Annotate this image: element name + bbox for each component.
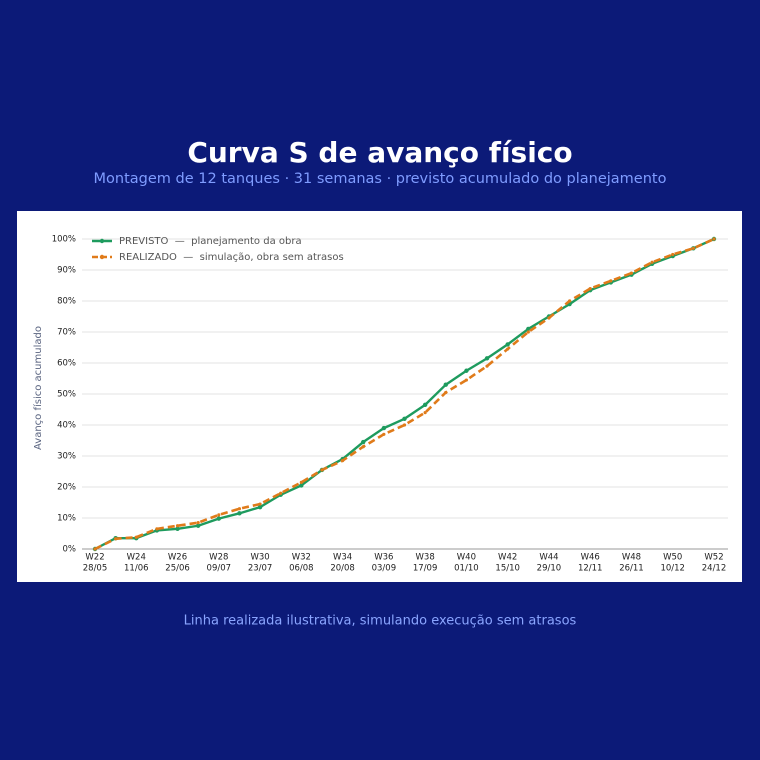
series-point [175,524,180,528]
series-point [195,523,201,528]
series-point [423,411,427,415]
x-tick-date: 29/10 [537,564,562,574]
series-point [279,491,283,495]
series-point [422,402,428,408]
series-point [712,237,716,241]
y-tick-label: 90% [57,266,76,276]
x-tick-date: 12/11 [578,564,603,574]
x-tick-date: 01/10 [454,564,479,574]
series-point [609,279,613,283]
x-tick-date: 23/07 [248,564,273,574]
x-tick-label: W22 [85,553,104,563]
series-point [547,316,551,320]
series-point [671,252,675,257]
x-tick-label: W50 [663,553,682,563]
x-tick-date: 15/10 [495,564,520,574]
series-point [588,287,592,291]
chart-subtitle: Montagem de 12 tanques · 31 semanas · pr… [94,171,667,187]
x-tick-label: W32 [292,553,311,563]
legend-marker [99,238,105,244]
series-point [237,511,242,516]
legend-marker [99,254,105,260]
y-tick-label: 50% [57,390,76,400]
y-tick-label: 80% [57,297,76,307]
legend-label: PREVISTO — planejamento da obra [119,236,302,247]
series-point [155,527,159,531]
series-point [299,480,303,484]
series-point [629,271,634,275]
x-tick-date: 09/07 [207,564,232,574]
series-point [650,260,654,264]
series-point [237,507,242,511]
chart-title: Curva S de avanço físico [187,136,572,169]
y-tick-label: 10% [57,514,76,524]
chart-panel [17,211,742,582]
series-point [361,445,365,449]
series-point [134,535,138,539]
x-tick-label: W38 [416,553,435,563]
series-point [341,459,345,463]
series-point [361,439,366,445]
x-tick-date: 03/09 [372,564,397,574]
x-tick-label: W26 [168,553,187,563]
series-point [320,468,324,472]
x-tick-date: 25/06 [165,564,190,574]
series-point [114,537,118,541]
x-tick-date: 28/05 [83,564,108,574]
x-tick-label: W44 [539,553,558,563]
series-point [464,368,469,373]
y-tick-label: 100% [52,235,76,245]
series-point [567,299,572,303]
x-tick-date: 24/12 [702,564,727,574]
series-point [464,378,468,382]
legend-label: REALIZADO — simulação, obra sem atrasos [119,252,344,263]
x-tick-date: 10/12 [660,564,685,574]
x-tick-label: W42 [498,553,517,563]
footnote: Linha realizada ilustrativa, simulando e… [184,614,577,629]
x-tick-label: W48 [622,553,641,563]
x-tick-date: 06/08 [289,564,314,574]
series-point [484,356,490,361]
x-tick-label: W46 [581,553,600,563]
y-tick-label: 40% [57,421,76,431]
x-tick-date: 11/06 [124,564,149,574]
x-tick-label: W28 [209,553,228,563]
series-point [506,347,510,351]
series-point [444,390,448,395]
series-point [381,425,387,431]
y-tick-label: 0% [63,545,77,555]
series-point [299,483,304,488]
x-tick-label: W52 [704,553,723,563]
x-tick-label: W34 [333,553,352,563]
series-point [216,516,221,521]
x-tick-date: 20/08 [330,564,355,574]
x-tick-label: W40 [457,553,476,563]
x-tick-date: 26/11 [619,564,644,574]
series-point [526,326,531,332]
series-point [526,330,530,334]
series-point [443,382,448,387]
x-tick-label: W24 [127,553,146,563]
series-point [402,416,407,421]
series-point [217,513,221,517]
series-point [258,502,262,506]
series-point [485,364,489,368]
series-point [257,504,263,510]
x-tick-label: W36 [374,553,393,563]
series-point [402,423,407,427]
series-point [691,246,695,250]
x-tick-label: W30 [250,553,269,563]
y-tick-label: 30% [57,452,76,462]
series-point [196,521,200,525]
x-tick-date: 17/09 [413,564,438,574]
y-tick-label: 60% [57,359,76,369]
y-axis-label: Avanço físico acumulado [32,326,44,450]
series-point [505,342,510,347]
y-tick-label: 70% [57,328,76,338]
series-point [175,526,180,532]
series-point [382,432,386,436]
series-point [93,547,97,551]
y-tick-label: 20% [57,483,76,493]
